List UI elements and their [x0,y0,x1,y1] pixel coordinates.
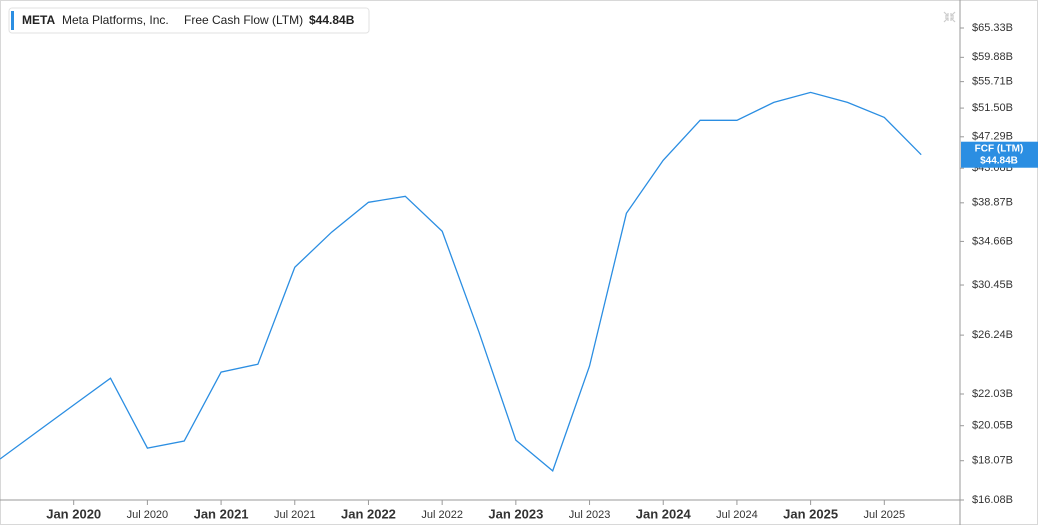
y-tick-label: $20.05B [972,420,1013,432]
y-tick-label: $65.33B [972,22,1013,34]
y-tick-label: $38.87B [972,197,1013,209]
y-tick-label: $59.88B [972,51,1013,63]
x-tick-label: Jan 2024 [636,506,692,521]
legend-swatch [11,11,14,30]
metric-value: $44.84B [309,13,355,27]
badge-value: $44.84B [980,155,1018,166]
y-tick-label: $55.71B [972,76,1013,88]
x-tick-label: Jul 2024 [716,509,758,521]
x-tick-label: Jul 2023 [569,509,611,521]
x-tick-label: Jan 2021 [194,506,249,521]
x-tick-label: Jul 2021 [274,509,316,521]
company: Meta Platforms, Inc. [62,13,169,27]
x-tick-label: Jul 2022 [421,509,463,521]
last-value-badge: FCF (LTM)$44.84B [961,141,1038,168]
legend-box: META Meta Platforms, Inc. Free Cash Flow… [8,7,370,34]
x-tick-label: Jan 2025 [783,506,838,521]
ticker: META [22,13,55,27]
y-tick-label: $22.03B [972,388,1013,400]
x-tick-label: Jul 2020 [127,509,169,521]
x-tick-label: Jan 2022 [341,506,396,521]
y-tick-label: $34.66B [972,235,1013,247]
badge-name: FCF (LTM) [975,143,1024,154]
legend-frame [8,7,370,34]
y-tick-label: $18.07B [972,455,1013,467]
collapse-icon[interactable] [943,11,956,23]
icon-path[interactable] [943,11,956,23]
y-tick-label: $26.24B [972,329,1013,341]
y-tick-label: $51.50B [972,102,1013,114]
y-tick-label: $16.08B [972,494,1013,506]
y-tick-label: $30.45B [972,279,1013,291]
x-tick-label: Jul 2025 [864,509,906,521]
x-tick-label: Jan 2023 [488,506,543,521]
x-tick-label: Jan 2020 [46,506,101,521]
badge-bg [961,141,1038,168]
metric: Free Cash Flow (LTM) [184,13,303,27]
series-line [0,91,922,472]
y-tick-label: $47.29B [972,131,1013,143]
